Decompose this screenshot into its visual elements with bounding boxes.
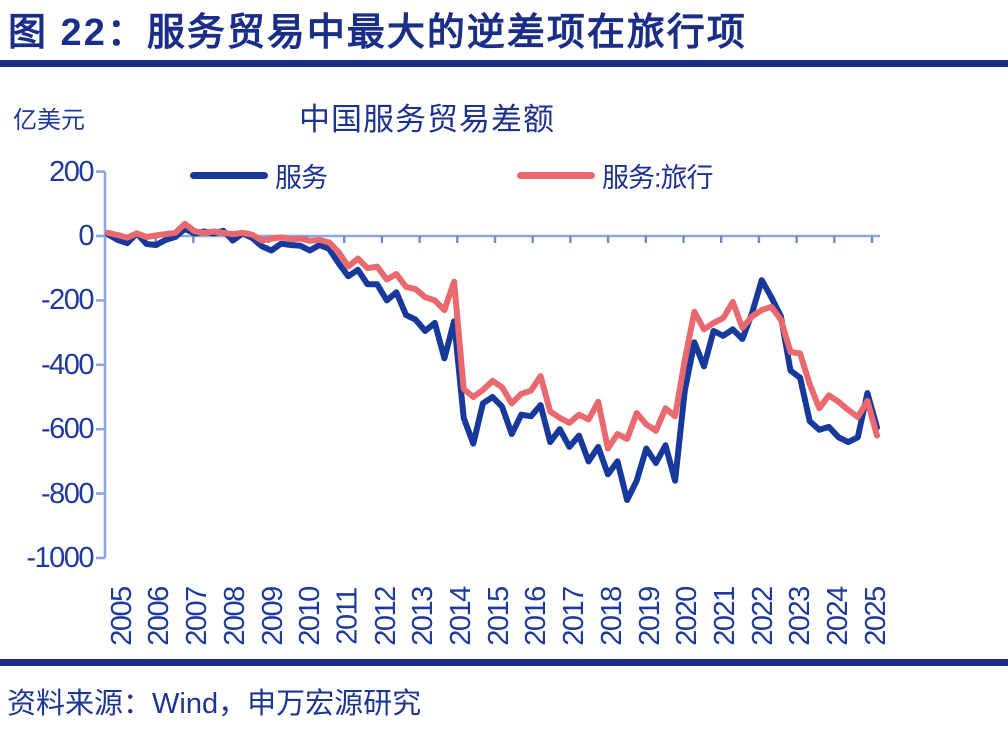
chart-title: 中国服务贸易差额 <box>299 102 555 137</box>
plot-area <box>96 170 880 560</box>
x-axis-tick-label: 2016 <box>519 572 555 660</box>
series-line-travel <box>105 220 880 452</box>
x-axis-tick-label: 2018 <box>594 572 630 660</box>
y-axis-unit-label: 亿美元 <box>13 107 85 134</box>
x-axis-tick-label-text: 2010 <box>294 586 327 646</box>
x-axis-tick-label-text: 2016 <box>520 586 553 646</box>
x-axis-tick-label: 2015 <box>481 572 517 660</box>
y-axis-tick-label: 0 <box>78 220 94 252</box>
legend-label-travel: 服务:旅行 <box>602 162 714 193</box>
x-axis-tick-label-text: 2018 <box>595 586 628 646</box>
x-axis-tick-label: 2020 <box>670 572 706 660</box>
x-axis-tick-label-text: 2020 <box>671 586 704 646</box>
legend-swatch-travel <box>517 171 595 179</box>
x-axis-tick-label: 2024 <box>820 572 856 660</box>
x-axis-tick-label: 2007 <box>179 572 215 660</box>
x-axis-tick-label-text: 2024 <box>821 586 854 646</box>
x-axis-tick-label: 2023 <box>783 572 819 660</box>
bottom-divider <box>0 659 1008 666</box>
x-axis-tick-label: 2008 <box>217 572 253 660</box>
x-axis-tick-label: 2010 <box>293 572 329 660</box>
x-axis-tick-label-text: 2008 <box>218 586 251 646</box>
x-axis-tick-label: 2005 <box>104 572 140 660</box>
x-axis-tick-label-text: 2014 <box>444 586 477 646</box>
x-axis-tick-label-text: 2009 <box>256 586 289 646</box>
x-axis-tick-label-text: 2013 <box>407 586 440 646</box>
x-axis-tick-label: 2013 <box>406 572 442 660</box>
x-axis-tick-label-text: 2025 <box>859 586 892 646</box>
y-axis-tick-label: -800 <box>40 477 95 510</box>
x-axis-tick-label: 2014 <box>443 572 479 660</box>
x-axis-tick-label: 2009 <box>255 572 291 660</box>
x-axis-tick-label-text: 2021 <box>708 586 741 646</box>
legend-item-services: 服务 <box>190 158 328 193</box>
legend-swatch-services <box>190 171 268 179</box>
x-axis-tick-label-text: 2005 <box>105 586 138 646</box>
x-axis-tick-label: 2012 <box>368 572 404 660</box>
x-axis-tick-label-text: 2017 <box>557 586 590 646</box>
figure-title: 图 22：服务贸易中最大的逆差项在旅行项 <box>8 12 747 54</box>
legend-item-travel: 服务:旅行 <box>517 158 714 193</box>
source-note: 资料来源：Wind，申万宏源研究 <box>7 688 422 720</box>
y-axis-tick-label: -400 <box>40 348 95 381</box>
y-axis-tick-label: -600 <box>40 413 95 446</box>
x-axis-tick-label: 2019 <box>632 572 668 660</box>
x-axis-tick-label-text: 2012 <box>369 586 402 646</box>
x-axis-tick-label-text: 2007 <box>180 586 213 646</box>
y-axis-tick-label: -200 <box>40 284 95 317</box>
series-line-services <box>105 225 880 503</box>
x-axis-tick-label: 2021 <box>707 572 743 660</box>
y-axis-tick-label: 200 <box>49 155 94 188</box>
x-axis-tick-label-text: 2022 <box>746 586 779 646</box>
x-axis-tick-label: 2017 <box>556 572 592 660</box>
x-axis-tick-label-text: 2023 <box>784 586 817 646</box>
x-axis-tick-label: 2022 <box>745 572 781 660</box>
x-axis-tick-label-text: 2019 <box>633 586 666 646</box>
x-axis-tick-label-text: 2011 <box>331 587 364 645</box>
x-axis-tick-label: 2011 <box>330 572 366 660</box>
x-axis-tick-label-text: 2015 <box>482 586 515 646</box>
x-axis-tick-label: 2006 <box>142 572 178 660</box>
legend-label-services: 服务 <box>275 162 328 193</box>
x-axis-tick-label-text: 2006 <box>143 586 176 646</box>
y-axis-tick-label: -1000 <box>26 542 94 574</box>
x-axis-tick-label: 2025 <box>858 572 894 660</box>
title-divider <box>0 60 1008 67</box>
